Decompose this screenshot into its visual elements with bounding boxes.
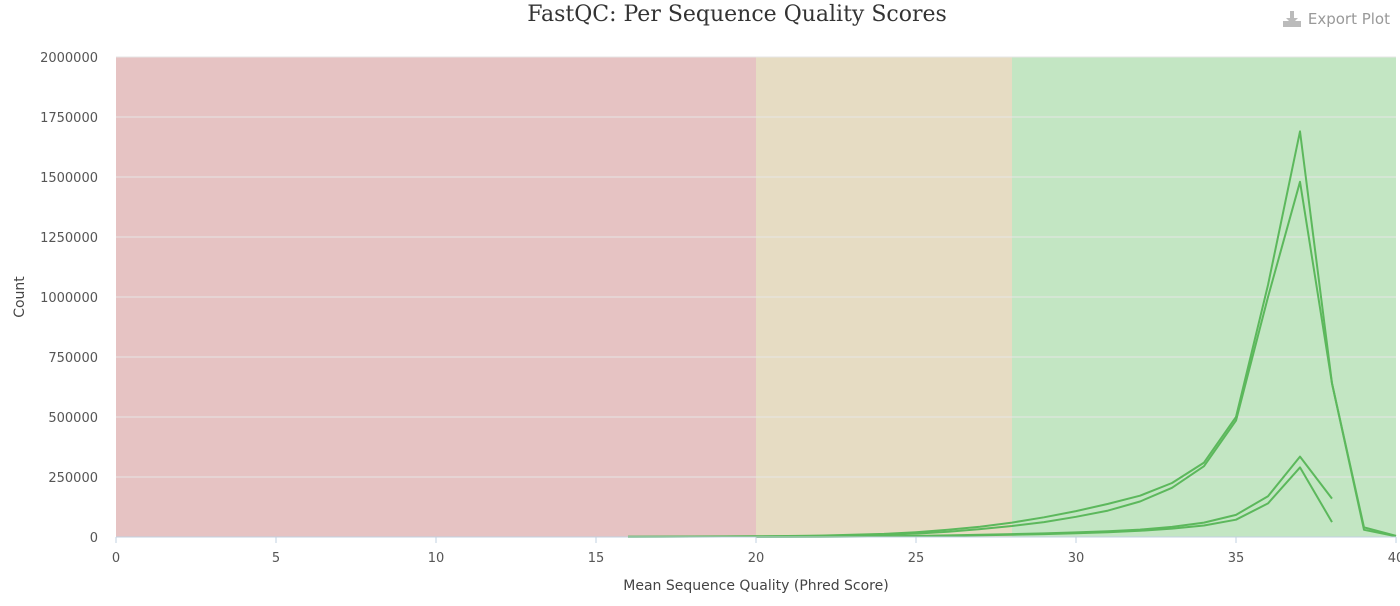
download-icon bbox=[1282, 10, 1302, 28]
y-tick-label-2: 500000 bbox=[48, 411, 98, 426]
y-axis-label: Count bbox=[12, 276, 28, 318]
x-tick-label-5: 25 bbox=[908, 551, 925, 566]
y-tick-label-7: 1750000 bbox=[40, 111, 98, 126]
x-tick-label-6: 30 bbox=[1068, 551, 1085, 566]
x-tick-label-3: 15 bbox=[588, 551, 605, 566]
x-tick-label-7: 35 bbox=[1228, 551, 1245, 566]
y-tick-label-6: 1500000 bbox=[40, 171, 98, 186]
export-plot-button[interactable]: Export Plot bbox=[1282, 8, 1390, 30]
y-tick-label-4: 1000000 bbox=[40, 291, 98, 306]
x-axis-label: Mean Sequence Quality (Phred Score) bbox=[623, 578, 888, 594]
x-tick-label-8: 40 bbox=[1388, 551, 1400, 566]
x-tick-label-2: 10 bbox=[428, 551, 445, 566]
x-tick-label-0: 0 bbox=[112, 551, 120, 566]
y-axis-ticks: 0 250000 500000 750000 1000000 1250000 1500000… bbox=[40, 51, 98, 546]
export-plot-label: Export Plot bbox=[1307, 10, 1390, 28]
x-tick-label-4: 20 bbox=[748, 551, 765, 566]
y-tick-label-8: 2000000 bbox=[40, 51, 98, 66]
y-tick-label-1: 250000 bbox=[48, 471, 98, 486]
x-axis-ticks: 0 5 10 15 20 25 30 35 40 bbox=[112, 537, 1400, 566]
y-tick-label-0: 0 bbox=[90, 531, 98, 546]
y-tick-label-5: 1250000 bbox=[40, 231, 98, 246]
y-tick-label-3: 750000 bbox=[48, 351, 98, 366]
chart-title: FastQC: Per Sequence Quality Scores bbox=[527, 2, 947, 27]
x-tick-label-1: 5 bbox=[272, 551, 280, 566]
